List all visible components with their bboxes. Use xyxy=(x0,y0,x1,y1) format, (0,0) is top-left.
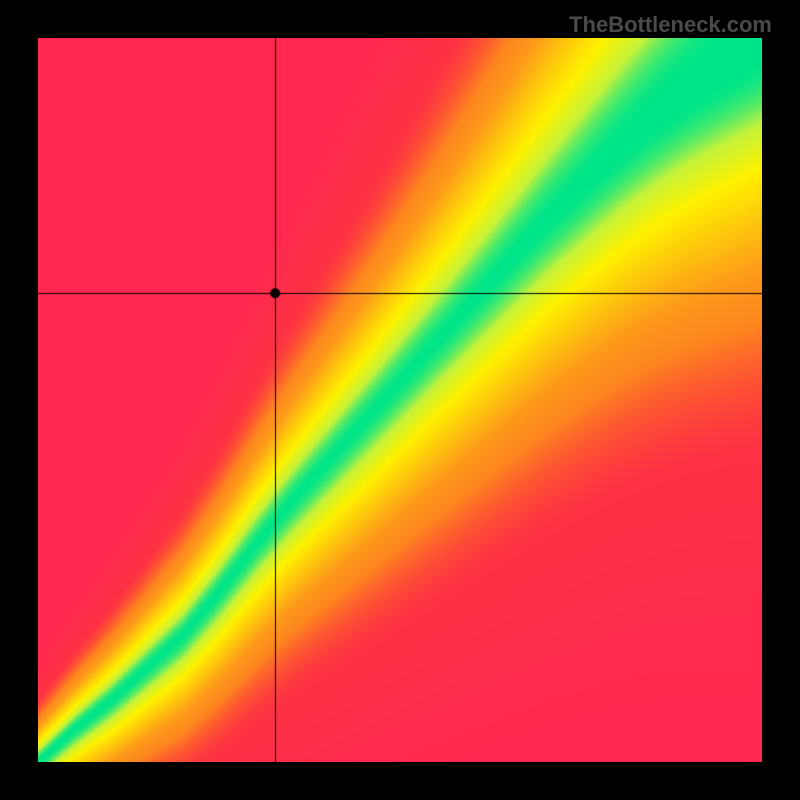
chart-container: TheBottleneck.com xyxy=(0,0,800,800)
watermark-text: TheBottleneck.com xyxy=(569,12,772,38)
bottleneck-heatmap xyxy=(38,38,762,762)
